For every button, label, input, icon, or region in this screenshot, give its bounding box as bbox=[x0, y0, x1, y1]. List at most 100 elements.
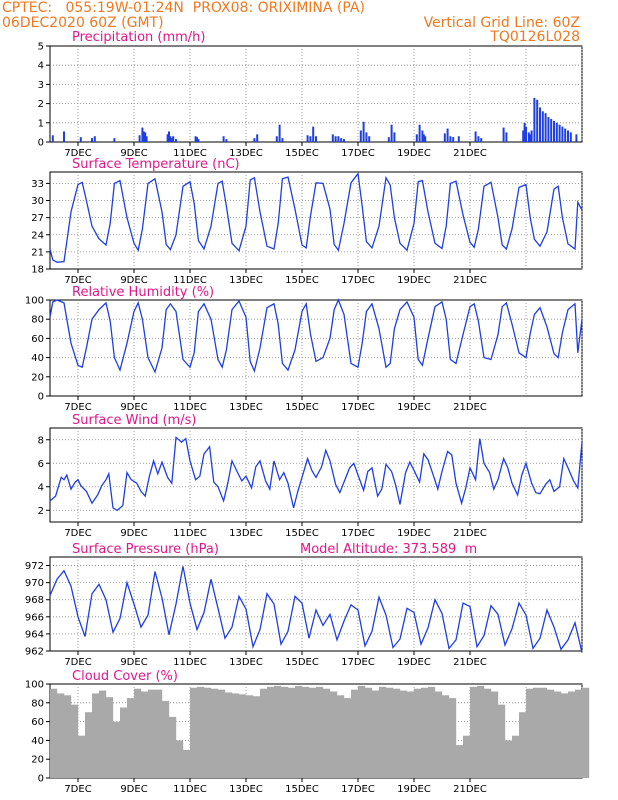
cloud-cover-bar bbox=[211, 688, 219, 778]
precipitation-bar bbox=[536, 99, 539, 142]
precipitation-bar bbox=[480, 138, 483, 142]
rh-ytick-label: 20 bbox=[31, 372, 44, 383]
precipitation-bar bbox=[337, 136, 340, 142]
cloud-cover-bar bbox=[470, 686, 478, 778]
precipitation-bar bbox=[561, 126, 564, 142]
cloud-xtick-label: 7DEC bbox=[64, 784, 91, 795]
cloud-cover-bar bbox=[260, 688, 268, 778]
cloud-cover-bar bbox=[92, 693, 100, 778]
cloud-cover-bar bbox=[505, 740, 513, 778]
precipitation-bar bbox=[142, 131, 145, 142]
pressure-ytick-label: 968 bbox=[25, 595, 44, 606]
cloud-cover-bar bbox=[449, 698, 457, 778]
temp-xtick-label: 15DEC bbox=[285, 275, 319, 286]
precip-xtick-label: 13DEC bbox=[229, 148, 263, 159]
cloud-cover-bar bbox=[302, 686, 310, 778]
precipitation-bar bbox=[393, 132, 396, 142]
header-model-id: TQ0126L028 bbox=[489, 29, 580, 45]
precipitation-bar bbox=[331, 134, 334, 142]
cloud-cover-bar bbox=[526, 688, 534, 778]
precipitation-bar bbox=[362, 121, 365, 142]
cloud-cover-panel: Cloud Cover (%) 0 20 40 60 80 100 7DEC 9DEC 11DE… bbox=[25, 669, 590, 795]
cloud-cover-bar bbox=[57, 693, 65, 778]
cloud-cover-bar bbox=[316, 686, 324, 778]
humidity-title: Relative Humidity (%) bbox=[72, 285, 214, 300]
pressure-xtick-label: 9DEC bbox=[120, 657, 147, 668]
cloud-cover-bar bbox=[120, 707, 128, 778]
precip-ytick-label: 1 bbox=[38, 118, 44, 129]
pressure-xtick-label: 17DEC bbox=[341, 657, 375, 668]
cloud-cover-bar bbox=[134, 688, 142, 778]
precipitation-title: Precipitation (mm/h) bbox=[72, 30, 205, 45]
cloud-cover-bar bbox=[106, 697, 114, 778]
cloud-cover-bar bbox=[337, 695, 345, 778]
precipitation-bar bbox=[564, 128, 567, 142]
cloud-xtick-label: 9DEC bbox=[120, 784, 147, 795]
rh-series-line bbox=[49, 298, 583, 374]
temp-series-line bbox=[49, 172, 583, 263]
cloud-cover-bar bbox=[351, 689, 359, 778]
cloud-cover-bar bbox=[477, 685, 485, 778]
model-altitude-label: Model Altitude: 373.589 m bbox=[300, 542, 477, 557]
wind-ytick-label: 2 bbox=[38, 506, 44, 517]
cloud-cover-bar bbox=[176, 740, 184, 778]
rh-xtick-label: 15DEC bbox=[285, 402, 319, 413]
cloud-cover-bar bbox=[113, 721, 121, 778]
precipitation-bar bbox=[141, 127, 144, 142]
pressure-xtick-label: 7DEC bbox=[64, 657, 91, 668]
cloud-xtick-label: 11DEC bbox=[173, 784, 207, 795]
cloud-cover-bar bbox=[141, 691, 149, 778]
precipitation-bar bbox=[529, 134, 532, 142]
cloud-ytick-label: 0 bbox=[38, 774, 44, 785]
precip-xtick-label: 11DEC bbox=[173, 148, 207, 159]
precipitation-bar bbox=[452, 137, 455, 142]
cloud-cover-bar bbox=[71, 704, 79, 778]
wind-panel: Surface Wind (m/s) 2 4 6 8 7DEC 9DEC 11DEC 13DE… bbox=[38, 413, 583, 539]
pressure-series-line bbox=[49, 566, 583, 653]
cloud-cover-bar bbox=[498, 704, 506, 778]
pressure-xtick-label: 13DEC bbox=[229, 657, 263, 668]
precipitation-bar bbox=[418, 124, 421, 142]
precipitation-bar bbox=[443, 133, 446, 142]
cloud-cover-bar bbox=[365, 687, 373, 778]
temp-ytick-label: 21 bbox=[31, 247, 44, 258]
cloud-cover-bar bbox=[162, 700, 170, 778]
precipitation-bar bbox=[253, 138, 256, 142]
precipitation-bar bbox=[340, 138, 343, 142]
pressure-ytick-label: 972 bbox=[25, 561, 44, 572]
precipitation-bar bbox=[525, 126, 527, 142]
precipitation-bar bbox=[368, 136, 371, 142]
header-grid-note: Vertical Grid Line: 60Z bbox=[424, 15, 580, 31]
cloud-cover-bar bbox=[183, 749, 191, 778]
temp-xtick-label: 13DEC bbox=[229, 275, 263, 286]
cloud-cover-bar bbox=[169, 716, 177, 778]
cloud-cover-bar bbox=[204, 687, 212, 778]
cloud-cover-bar bbox=[295, 685, 303, 778]
precip-xtick-label: 7DEC bbox=[64, 148, 91, 159]
cloud-cover-bar bbox=[456, 745, 464, 778]
cloud-cover-bar bbox=[267, 686, 275, 778]
precipitation-bar bbox=[194, 136, 197, 142]
cloud-cover-bar bbox=[484, 688, 492, 778]
cloud-cover-bar bbox=[491, 691, 499, 778]
cloud-ytick-label: 60 bbox=[31, 717, 44, 728]
precip-ytick-label: 4 bbox=[38, 61, 44, 72]
cloud-cover-bar bbox=[288, 687, 296, 778]
precip-xtick-label: 9DEC bbox=[120, 148, 147, 159]
cloud-cover-bar bbox=[568, 691, 576, 778]
cloud-cover-bar bbox=[428, 686, 436, 778]
precipitation-bar bbox=[312, 126, 315, 142]
precipitation-bar bbox=[569, 132, 572, 142]
precipitation-bar bbox=[387, 137, 390, 142]
cloud-cover-bar bbox=[64, 695, 72, 778]
cloud-cover-bar bbox=[148, 689, 156, 778]
cloud-cover-bar bbox=[358, 685, 366, 778]
cloud-cover-bar bbox=[330, 691, 338, 778]
cloud-xtick-label: 21DEC bbox=[453, 784, 487, 795]
temp-ytick-label: 33 bbox=[31, 179, 44, 190]
precipitation-bar bbox=[275, 136, 278, 142]
precipitation-bar bbox=[553, 120, 555, 142]
pressure-frame bbox=[49, 556, 583, 652]
precipitation-bar bbox=[170, 138, 173, 142]
rh-xtick-label: 7DEC bbox=[64, 402, 91, 413]
